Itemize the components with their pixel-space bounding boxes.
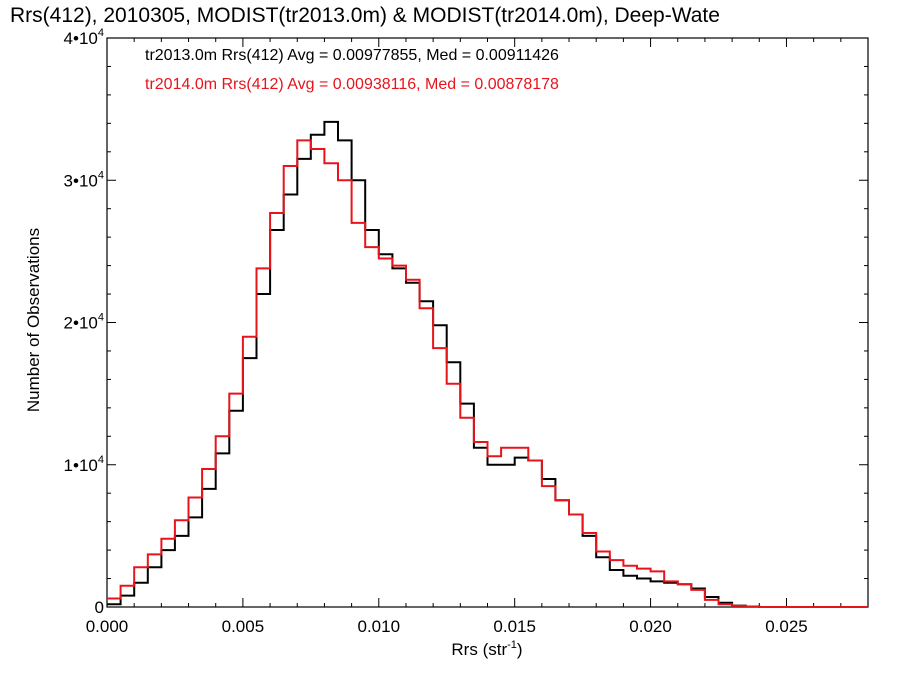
y-tick-labels: 0 1•104 2•104 3•104 4•104 [64,27,104,617]
x-tick-labels: 0.000 0.005 0.010 0.015 0.020 0.025 [86,617,808,636]
x-axis-label: Rrs (str-1) [451,639,522,659]
y-axis-label: Number of Observations [24,228,43,412]
legend-entry-1: tr2013.0m Rrs(412) Avg = 0.00977855, Med… [145,47,559,64]
chart-title: Rrs(412), 2010305, MODIST(tr2013.0m) & M… [10,4,720,27]
x-tick-label: 0.005 [222,617,265,636]
series-line-2 [107,139,868,608]
series-layer [107,120,868,608]
x-tick-label: 0.010 [358,617,401,636]
legend-entry-2: tr2014.0m Rrs(412) Avg = 0.00938116, Med… [145,76,559,93]
axis-ticks [106,37,868,608]
x-tick-label: 0.025 [765,617,808,636]
y-tick-label: 0 [95,598,104,617]
x-axis-label-sup: -1 [507,639,517,651]
x-tick-label: 0.000 [86,617,129,636]
y-tick-label: 1•104 [64,454,104,475]
x-tick-label: 0.020 [629,617,672,636]
y-tick-label: 2•104 [64,312,104,333]
y-tick-label: 3•104 [64,169,104,190]
y-tick-label: 4•104 [64,27,104,48]
series-line-1 [107,120,868,608]
x-axis-label-tail: ) [517,640,523,659]
plot-frame [106,37,869,608]
x-tick-label: 0.015 [493,617,536,636]
x-axis-label-text: Rrs (str [451,640,507,659]
